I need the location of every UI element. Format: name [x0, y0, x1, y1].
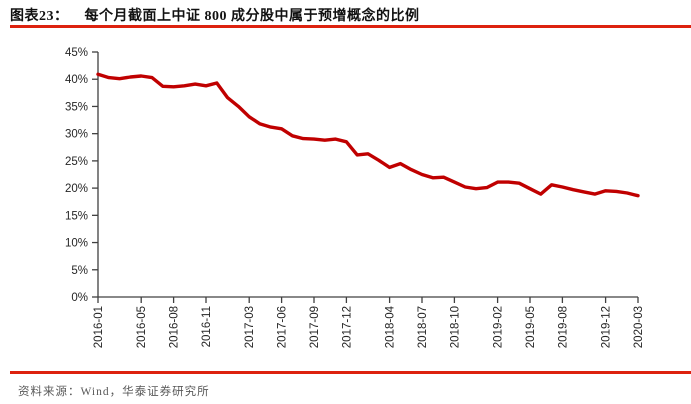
x-tick-label: 2017-03: [244, 306, 256, 348]
x-tick-label: 2019-12: [601, 306, 613, 348]
footer-rule: [10, 371, 691, 374]
figure-title-row: 图表23： 每个月截面上中证 800 成分股中属于预增概念的比例: [10, 5, 691, 25]
y-tick-label: 5%: [71, 265, 88, 277]
source-note: 资料来源：Wind，华泰证券研究所: [18, 386, 210, 398]
x-tick-label: 2018-10: [449, 306, 461, 348]
y-tick-label: 0%: [71, 292, 88, 304]
x-tick-label: 2018-07: [417, 306, 429, 348]
x-tick-label: 2016-08: [169, 306, 181, 348]
x-tick-label: 2019-05: [525, 306, 537, 348]
x-tick-label: 2016-11: [201, 306, 213, 347]
x-tick-label: 2017-09: [309, 306, 321, 348]
y-tick-label: 20%: [65, 183, 88, 195]
figure-title: 每个月截面上中证 800 成分股中属于预增概念的比例: [84, 9, 420, 24]
x-tick-label: 2018-04: [385, 305, 397, 348]
y-tick-label: 25%: [65, 156, 88, 168]
x-tick-label: 2017-06: [277, 306, 289, 348]
x-tick-label: 2017-12: [341, 306, 353, 348]
data-series-line: [96, 72, 640, 198]
x-tick-label: 2019-02: [493, 306, 505, 348]
y-tick-label: 15%: [65, 210, 88, 222]
y-tick-label: 30%: [65, 129, 88, 141]
x-tick-label: 2019-08: [557, 306, 569, 348]
y-tick-label: 10%: [65, 238, 88, 250]
title-underline-rule: [10, 25, 691, 28]
x-tick-label: 2020-03: [633, 306, 645, 348]
x-tick-label: 2016-01: [93, 306, 105, 348]
y-tick-label: 40%: [65, 74, 88, 86]
x-tick-label: 2016-05: [136, 306, 148, 348]
y-tick-label: 45%: [65, 47, 88, 59]
figure-number-label: 图表23：: [10, 9, 69, 24]
y-tick-label: 35%: [65, 101, 88, 113]
